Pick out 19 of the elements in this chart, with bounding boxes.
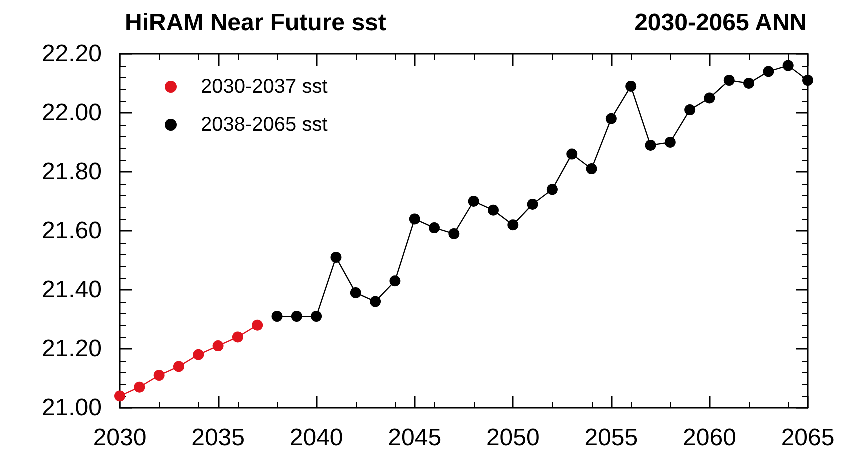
y-tick-label: 21.80 — [42, 158, 102, 186]
y-tick-label: 21.60 — [42, 218, 102, 244]
y-tick-label: 22.00 — [42, 100, 102, 126]
x-tick-label: 2060 — [683, 424, 736, 452]
legend-label: 2038-2065 sst — [201, 114, 328, 136]
legend-label: 2030-2037 sst — [201, 76, 328, 98]
x-tick-label: 2065 — [781, 424, 835, 452]
chart-subtitle: 2030-2065 ANN — [634, 10, 808, 36]
y-tick-label: 21.00 — [42, 394, 102, 422]
y-tick-label: 22.20 — [42, 40, 102, 68]
y-tick-label: 21.20 — [42, 336, 102, 362]
x-tick-label: 2055 — [584, 424, 638, 452]
x-tick-label: 2040 — [290, 424, 344, 452]
x-tick-label: 2050 — [486, 424, 540, 452]
x-tick-label: 2045 — [388, 424, 442, 452]
y-tick-label: 21.40 — [42, 276, 102, 304]
chart-title: HiRAM Near Future sst — [125, 10, 386, 36]
x-tick-label: 2030 — [93, 424, 147, 452]
x-tick-label: 2035 — [192, 424, 245, 452]
